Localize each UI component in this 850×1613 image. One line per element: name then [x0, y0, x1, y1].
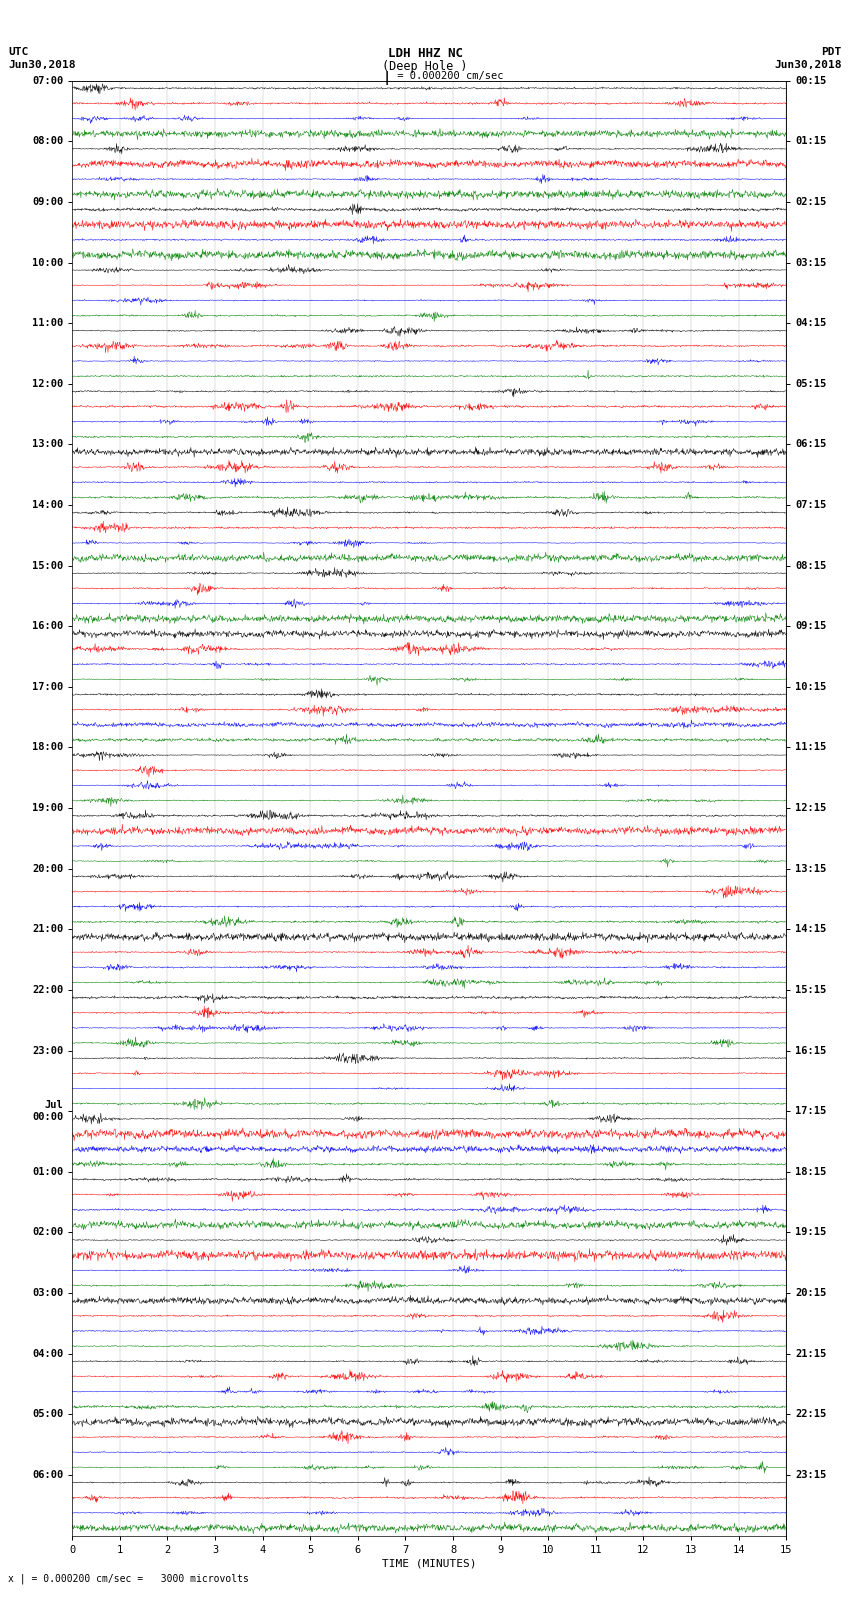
Text: |: |	[382, 71, 391, 85]
Text: LDH HHZ NC: LDH HHZ NC	[388, 47, 462, 60]
Text: = 0.000200 cm/sec: = 0.000200 cm/sec	[391, 71, 503, 81]
Text: x | = 0.000200 cm/sec =   3000 microvolts: x | = 0.000200 cm/sec = 3000 microvolts	[8, 1573, 249, 1584]
Text: PDT: PDT	[821, 47, 842, 56]
Text: (Deep Hole ): (Deep Hole )	[382, 60, 468, 73]
Text: UTC: UTC	[8, 47, 29, 56]
Text: Jun30,2018: Jun30,2018	[774, 60, 842, 69]
Text: Jun30,2018: Jun30,2018	[8, 60, 76, 69]
X-axis label: TIME (MINUTES): TIME (MINUTES)	[382, 1558, 477, 1569]
